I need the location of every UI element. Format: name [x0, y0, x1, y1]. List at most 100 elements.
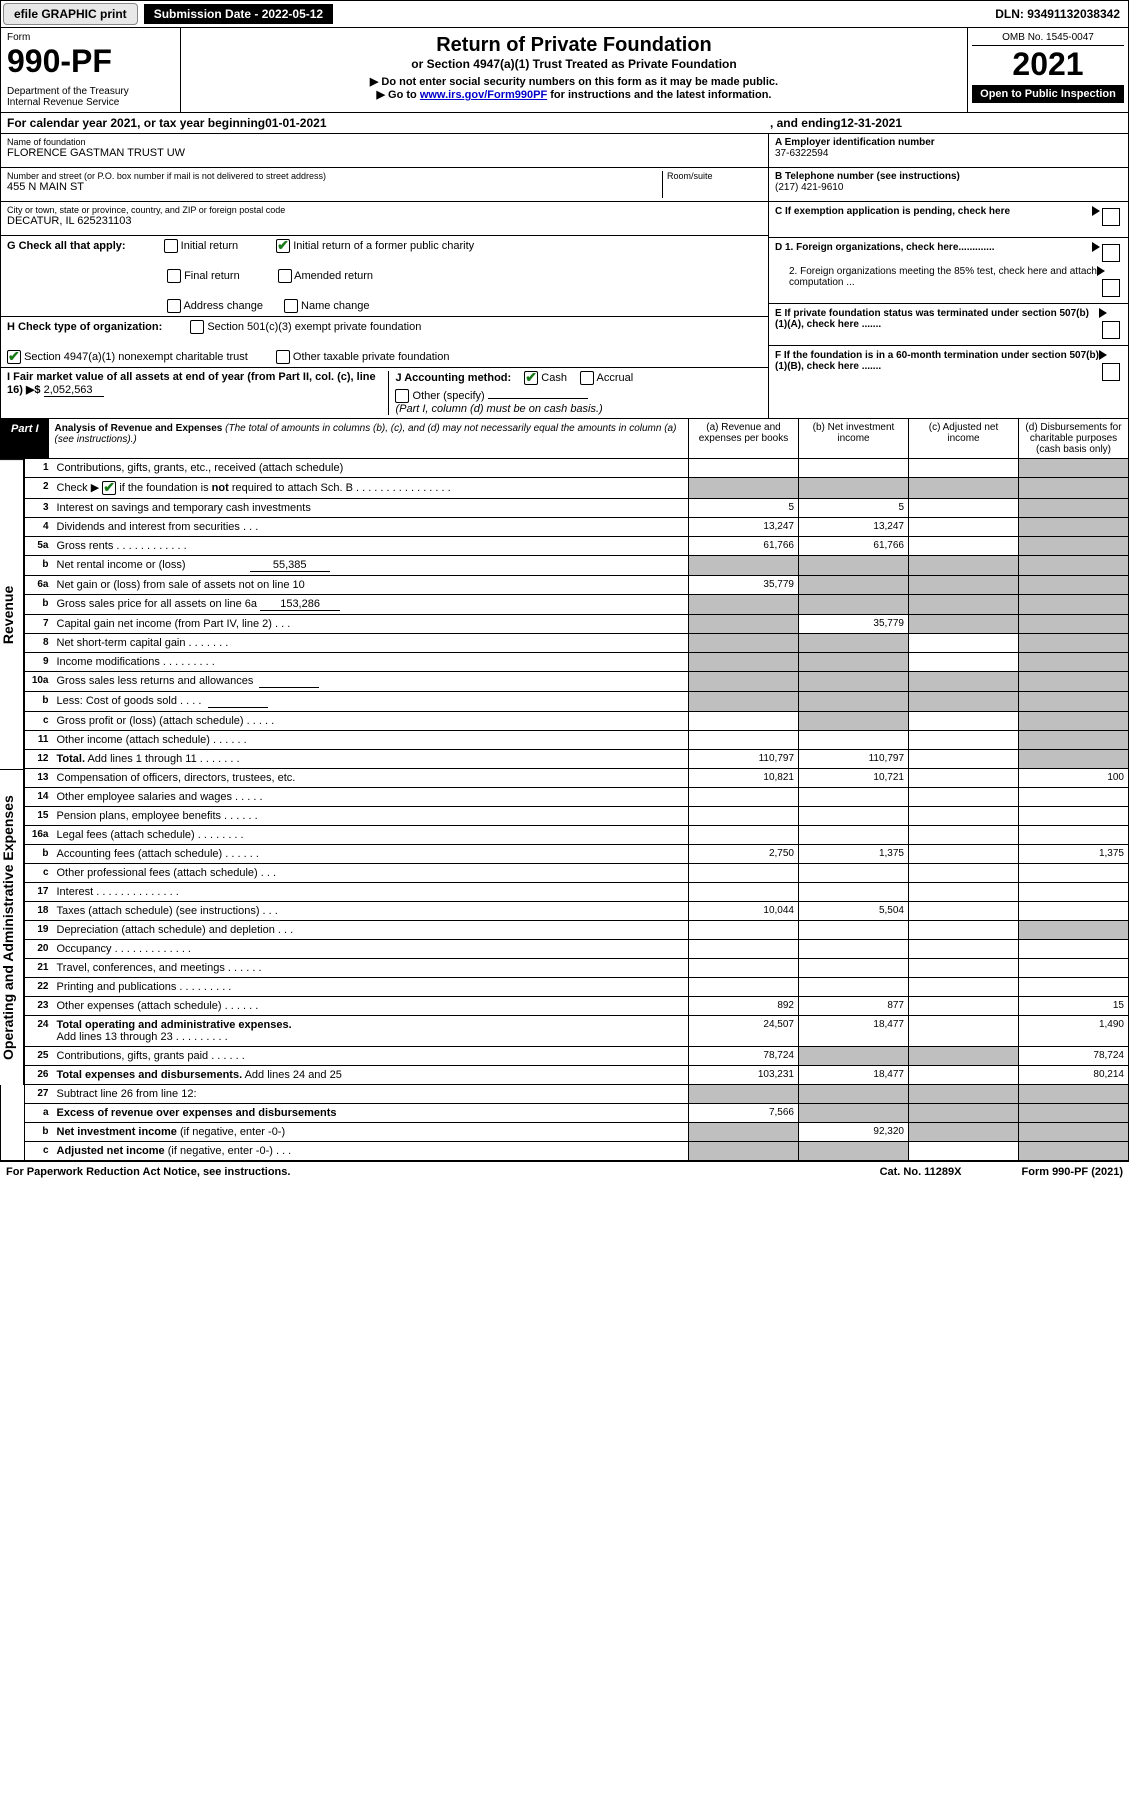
checkbox-501c3[interactable]	[190, 320, 204, 334]
line-num: 2	[25, 478, 53, 499]
col-d	[1019, 864, 1129, 883]
col-c	[909, 653, 1019, 672]
addr-label: Number and street (or P.O. box number if…	[7, 171, 662, 181]
line-desc: Less: Cost of goods sold . . . .	[53, 692, 689, 712]
col-b	[799, 692, 909, 712]
col-b: 5,504	[799, 902, 909, 921]
col-c	[909, 1047, 1019, 1066]
line-desc: Other professional fees (attach schedule…	[53, 864, 689, 883]
checkbox-initial-return[interactable]	[164, 239, 178, 253]
col-b	[799, 459, 909, 478]
col-d	[1019, 1123, 1129, 1142]
col-c	[909, 902, 1019, 921]
col-a: 7,566	[689, 1104, 799, 1123]
col-a: 103,231	[689, 1066, 799, 1085]
col-a	[689, 731, 799, 750]
checkbox-name[interactable]	[284, 299, 298, 313]
col-d	[1019, 978, 1129, 997]
checkbox-e[interactable]	[1102, 321, 1120, 339]
checkbox-other-taxable[interactable]	[276, 350, 290, 364]
line-num: 26	[25, 1066, 53, 1085]
line-num: 12	[25, 750, 53, 769]
line-num: b	[25, 556, 53, 576]
checkbox-d2[interactable]	[1102, 279, 1120, 297]
table-row: 5aGross rents . . . . . . . . . . . .61,…	[25, 537, 1129, 556]
col-c	[909, 807, 1019, 826]
table-row: 19Depreciation (attach schedule) and dep…	[25, 921, 1129, 940]
col-b	[799, 595, 909, 615]
col-b	[799, 653, 909, 672]
col-c-head: (c) Adjusted net income	[908, 419, 1018, 458]
line-desc: Travel, conferences, and meetings . . . …	[53, 959, 689, 978]
col-b: 13,247	[799, 518, 909, 537]
header-right: OMB No. 1545-0047 2021 Open to Public In…	[968, 28, 1128, 112]
col-a	[689, 634, 799, 653]
col-b	[799, 978, 909, 997]
col-b	[799, 940, 909, 959]
checkbox-c[interactable]	[1102, 208, 1120, 226]
checkbox-final[interactable]	[167, 269, 181, 283]
col-a	[689, 1123, 799, 1142]
checkbox-other-method[interactable]	[395, 389, 409, 403]
part1-title: Analysis of Revenue and Expenses	[55, 423, 223, 434]
col-c	[909, 731, 1019, 750]
col-d	[1019, 731, 1129, 750]
line-num: 25	[25, 1047, 53, 1066]
efile-button[interactable]: efile GRAPHIC print	[3, 3, 138, 25]
header: Form 990-PF Department of the Treasury I…	[0, 28, 1129, 113]
opt-name: Name change	[301, 300, 370, 312]
checkbox-cash[interactable]	[524, 371, 538, 385]
col-a: 110,797	[689, 750, 799, 769]
line-num: 14	[25, 788, 53, 807]
instructions-link[interactable]: www.irs.gov/Form990PF	[420, 89, 547, 101]
addr: 455 N MAIN ST	[7, 181, 662, 193]
col-c	[909, 978, 1019, 997]
table-row: cOther professional fees (attach schedul…	[25, 864, 1129, 883]
footer-right: Form 990-PF (2021)	[1022, 1166, 1124, 1178]
col-a: 2,750	[689, 845, 799, 864]
h-opt1: Section 501(c)(3) exempt private foundat…	[207, 321, 421, 333]
col-a: 10,044	[689, 902, 799, 921]
col-b: 5	[799, 499, 909, 518]
checkbox-amended[interactable]	[278, 269, 292, 283]
col-c	[909, 1085, 1019, 1104]
table-row: bAccounting fees (attach schedule) . . .…	[25, 845, 1129, 864]
footer: For Paperwork Reduction Act Notice, see …	[0, 1161, 1129, 1182]
table-row: 3Interest on savings and temporary cash …	[25, 499, 1129, 518]
omb: OMB No. 1545-0047	[972, 32, 1124, 46]
col-b	[799, 478, 909, 499]
line-num: 16a	[25, 826, 53, 845]
line-num: 7	[25, 615, 53, 634]
j-cash: Cash	[541, 372, 567, 384]
info-left: Name of foundation FLORENCE GASTMAN TRUS…	[1, 134, 768, 418]
checkbox-d1[interactable]	[1102, 244, 1120, 262]
line-num: 1	[25, 459, 53, 478]
col-d	[1019, 499, 1129, 518]
col-c	[909, 750, 1019, 769]
col-a	[689, 921, 799, 940]
checkbox-initial-former[interactable]	[276, 239, 290, 253]
line-desc: Subtract line 26 from line 12:	[53, 1085, 689, 1104]
opt-former: Initial return of a former public charit…	[293, 240, 474, 252]
col-b	[799, 1085, 909, 1104]
cal-end: 12-31-2021	[841, 116, 902, 130]
col-c	[909, 499, 1019, 518]
col-d	[1019, 518, 1129, 537]
checkbox-4947[interactable]	[7, 350, 21, 364]
footer-mid: Cat. No. 11289X	[880, 1166, 962, 1178]
line-desc: Occupancy . . . . . . . . . . . . .	[53, 940, 689, 959]
triangle-icon	[1097, 266, 1105, 276]
col-a	[689, 459, 799, 478]
line-desc: Total. Add lines 1 through 11 . . . . . …	[53, 750, 689, 769]
col-c	[909, 1123, 1019, 1142]
line-num: 9	[25, 653, 53, 672]
line-desc: Net rental income or (loss) 55,385	[53, 556, 689, 576]
cal-mid: , and ending	[770, 116, 841, 130]
checkbox-address[interactable]	[167, 299, 181, 313]
checkbox-f[interactable]	[1102, 363, 1120, 381]
col-a: 10,821	[689, 769, 799, 788]
col-b: 18,477	[799, 1066, 909, 1085]
col-d-head: (d) Disbursements for charitable purpose…	[1018, 419, 1128, 458]
checkbox-accrual[interactable]	[580, 371, 594, 385]
col-a	[689, 615, 799, 634]
